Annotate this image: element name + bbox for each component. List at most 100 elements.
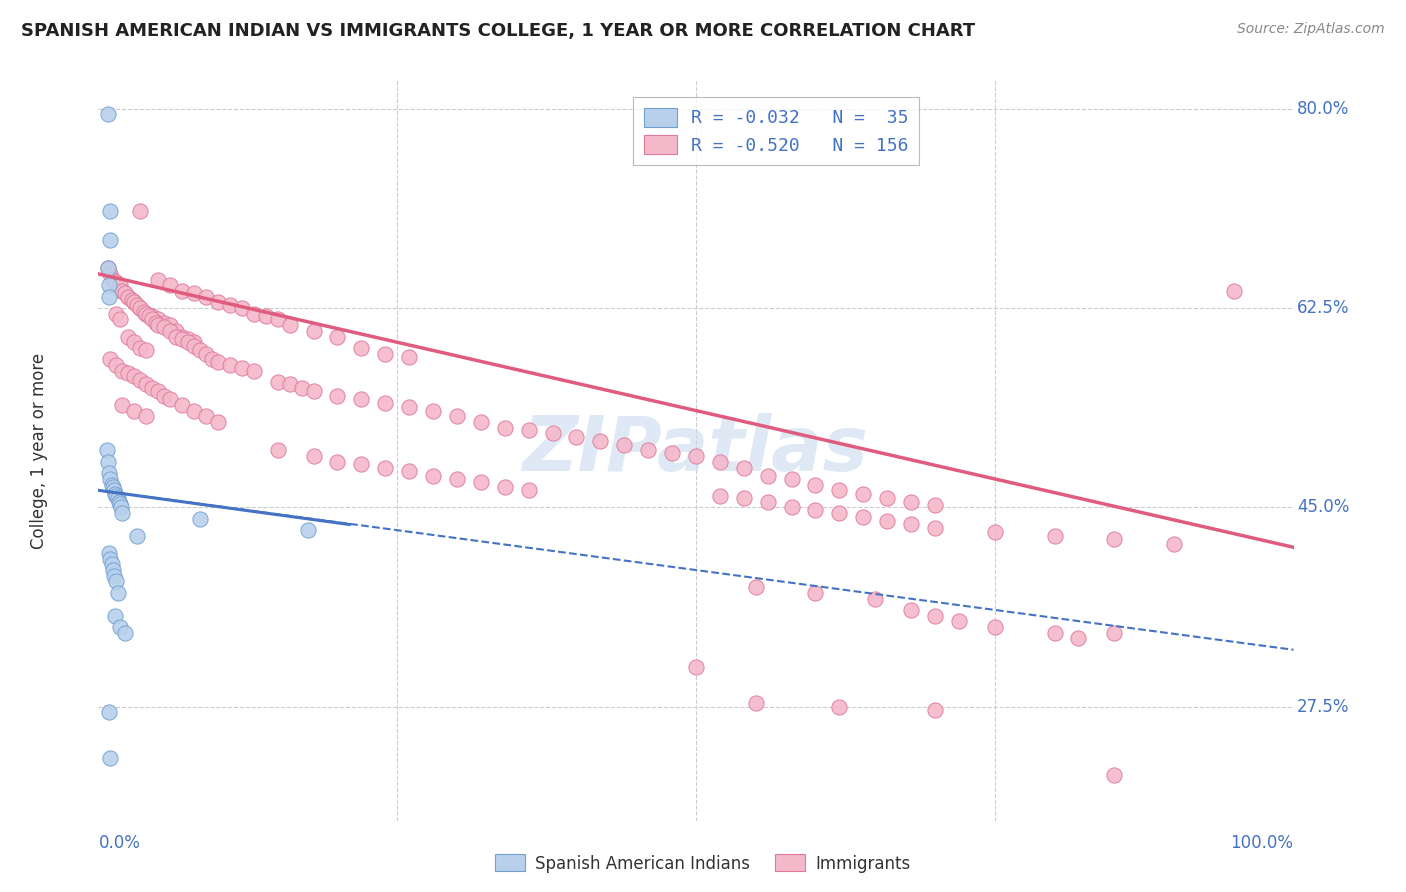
- Point: [148, 272, 170, 286]
- Point: [107, 586, 129, 600]
- Point: [297, 523, 319, 537]
- Point: [685, 449, 707, 463]
- Point: [254, 309, 277, 323]
- Point: [541, 426, 564, 441]
- Point: [398, 464, 420, 478]
- Point: [172, 284, 194, 298]
- Point: [148, 384, 170, 399]
- Point: [302, 449, 325, 463]
- Point: [177, 332, 200, 346]
- Point: [105, 358, 128, 372]
- Text: 80.0%: 80.0%: [1298, 100, 1350, 118]
- Text: College, 1 year or more: College, 1 year or more: [30, 352, 48, 549]
- Point: [172, 398, 194, 412]
- Point: [107, 494, 129, 508]
- Point: [124, 295, 146, 310]
- Point: [780, 500, 803, 515]
- Point: [117, 290, 139, 304]
- Point: [98, 267, 122, 281]
- Point: [111, 284, 134, 298]
- Point: [124, 403, 146, 417]
- Point: [267, 312, 290, 326]
- Point: [111, 398, 134, 412]
- Point: [709, 489, 731, 503]
- Point: [446, 409, 468, 424]
- Point: [104, 487, 127, 501]
- Point: [685, 660, 707, 674]
- Point: [398, 400, 420, 414]
- Point: [97, 261, 120, 276]
- Point: [1043, 625, 1066, 640]
- Point: [804, 502, 827, 516]
- Point: [374, 346, 396, 360]
- Point: [153, 389, 176, 403]
- Point: [108, 497, 131, 511]
- Point: [733, 460, 755, 475]
- Point: [207, 295, 229, 310]
- Point: [852, 509, 875, 524]
- Point: [110, 500, 132, 515]
- Point: [148, 312, 170, 326]
- Point: [124, 369, 146, 384]
- Point: [924, 521, 946, 535]
- Point: [103, 568, 125, 582]
- Point: [291, 381, 314, 395]
- Point: [374, 395, 396, 409]
- Point: [105, 307, 128, 321]
- Point: [565, 430, 588, 444]
- Point: [1104, 768, 1126, 782]
- Point: [267, 443, 290, 458]
- Point: [165, 324, 187, 338]
- Point: [1067, 632, 1090, 646]
- Point: [201, 352, 224, 367]
- Point: [121, 293, 143, 307]
- Point: [129, 204, 152, 219]
- Point: [828, 483, 851, 498]
- Point: [207, 354, 229, 368]
- Point: [114, 625, 136, 640]
- Point: [105, 574, 128, 589]
- Point: [900, 517, 922, 532]
- Point: [98, 204, 122, 219]
- Point: [135, 307, 157, 321]
- Point: [100, 477, 122, 491]
- Point: [207, 415, 229, 429]
- Point: [129, 373, 152, 387]
- Point: [231, 361, 253, 376]
- Point: [326, 455, 349, 469]
- Point: [1223, 284, 1246, 298]
- Point: [195, 290, 218, 304]
- Point: [446, 472, 468, 486]
- Point: [98, 472, 122, 486]
- Point: [302, 384, 325, 399]
- Point: [494, 420, 516, 434]
- Point: [494, 480, 516, 494]
- Point: [517, 483, 540, 498]
- Legend: Spanish American Indians, Immigrants: Spanish American Indians, Immigrants: [489, 847, 917, 880]
- Point: [97, 261, 120, 276]
- Point: [243, 307, 266, 321]
- Point: [124, 295, 146, 310]
- Point: [733, 491, 755, 506]
- Point: [219, 358, 242, 372]
- Point: [135, 343, 157, 358]
- Point: [278, 318, 301, 333]
- Point: [98, 751, 122, 765]
- Point: [105, 489, 128, 503]
- Point: [148, 318, 170, 333]
- Point: [637, 443, 659, 458]
- Point: [125, 529, 148, 543]
- Point: [98, 290, 121, 304]
- Point: [1104, 625, 1126, 640]
- Point: [876, 491, 898, 506]
- Point: [924, 608, 946, 623]
- Point: [422, 403, 444, 417]
- Point: [804, 477, 827, 491]
- Point: [141, 381, 163, 395]
- Point: [661, 446, 683, 460]
- Point: [129, 341, 152, 355]
- Point: [153, 320, 176, 334]
- Point: [125, 298, 148, 312]
- Point: [183, 335, 205, 350]
- Point: [159, 324, 181, 338]
